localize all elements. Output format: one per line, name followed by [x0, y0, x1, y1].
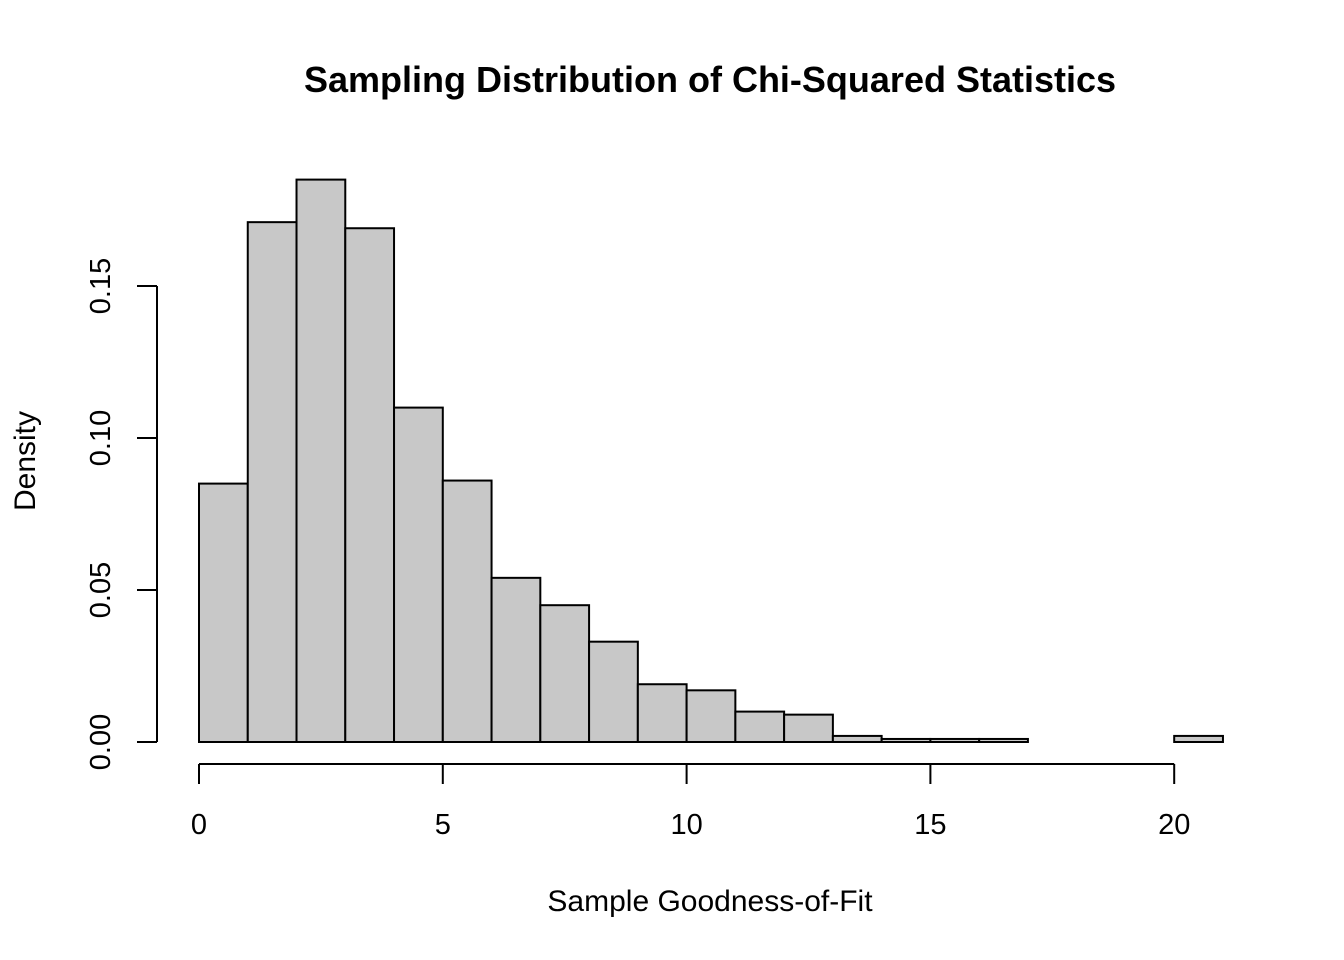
histogram-bar: [685, 689, 737, 744]
histogram-bar: [636, 683, 688, 743]
y-tick-label: 0.15: [85, 258, 117, 314]
histogram-bar: [246, 221, 298, 744]
y-tick-label: 0.00: [85, 714, 117, 770]
histogram-bar: [490, 576, 542, 744]
chart-title: Sampling Distribution of Chi-Squared Sta…: [304, 59, 1116, 100]
histogram-bar: [783, 713, 834, 744]
x-tick-label: 0: [191, 809, 207, 841]
x-tick-label: 10: [670, 809, 702, 841]
x-tick-label: 20: [1158, 809, 1190, 841]
histogram-bar: [198, 482, 249, 743]
histogram-bar: [929, 737, 981, 744]
histogram-bar: [295, 178, 347, 744]
y-axis-label: Density: [9, 411, 42, 511]
histogram-bar: [441, 479, 493, 743]
histogram-bar: [880, 737, 932, 744]
x-tick-label: 15: [914, 809, 946, 841]
histogram-bar: [831, 734, 883, 743]
x-axis: 0 5 10 15 20: [191, 763, 1190, 841]
x-axis-label: Sample Goodness-of-Fit: [547, 885, 873, 918]
bars-group: [198, 178, 1224, 744]
histogram-bar: [588, 640, 639, 743]
y-tick-label: 0.10: [85, 410, 117, 466]
histogram-bar: [978, 737, 1029, 744]
histogram-bar: [344, 227, 396, 744]
histogram-bar: [393, 406, 444, 743]
histogram-bar: [1173, 734, 1224, 743]
histogram-bar: [734, 710, 786, 743]
x-tick-label: 5: [435, 809, 451, 841]
histogram-bar: [539, 604, 591, 744]
y-axis: 0.00 0.05 0.10 0.15: [85, 258, 158, 770]
y-tick-label: 0.05: [85, 562, 117, 618]
